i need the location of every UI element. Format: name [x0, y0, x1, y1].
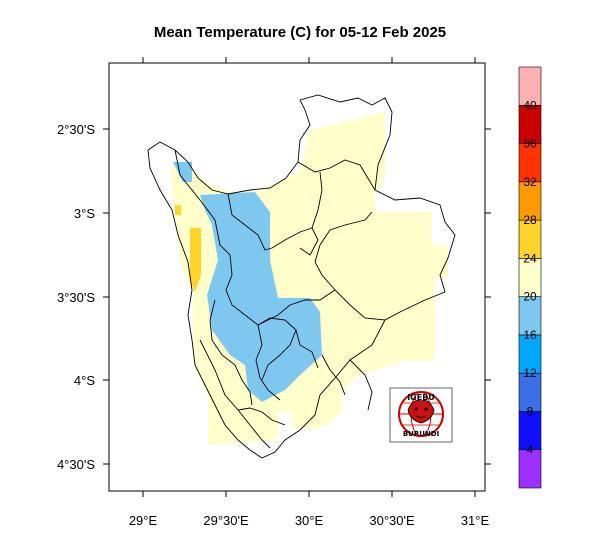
colorbar-label: 24 [523, 251, 537, 265]
lon-tick-label: 30°E [295, 513, 324, 528]
country-outline [147, 94, 456, 459]
province-line-1 [174, 149, 231, 256]
lon-tick-label: 29°30'E [203, 513, 249, 528]
temp-zone-24-28 [190, 228, 201, 292]
province-line-15 [349, 359, 373, 411]
colorbar-swatch [518, 66, 542, 106]
logo-bottom-text: BURUNDI [403, 430, 439, 438]
colorbar: 4 8 12 16 20 24 28 32 36 40 [518, 66, 542, 489]
logo-top-text: IGEBU [407, 393, 435, 402]
province-line-6 [314, 211, 386, 321]
lat-tick-label: 4°30'S [57, 457, 95, 472]
temp-zone-16-20 [200, 192, 322, 402]
province-line-11 [261, 329, 297, 381]
lat-tick-label: 3°30'S [57, 290, 95, 305]
boundary-lines [147, 94, 456, 459]
lat-tick-label: 2°30'S [57, 122, 95, 137]
province-line-5 [271, 227, 313, 249]
colorbar-label: 8 [527, 404, 534, 418]
province-line-12 [321, 354, 346, 396]
lon-tick-label: 30°30'E [369, 513, 415, 528]
colorbar-label: 28 [523, 213, 537, 227]
lon-tick-label: 31°E [461, 513, 490, 528]
temp-zone-16-20-north [173, 162, 192, 182]
lat-tick-label: 4°S [74, 373, 95, 388]
temp-zone-24-28-small [175, 205, 181, 215]
colorbar-label: 32 [523, 175, 537, 189]
lat-tick-label: 3°S [74, 206, 95, 221]
province-line-7 [257, 289, 336, 326]
colorbar-label: 12 [523, 366, 537, 380]
province-line-3 [297, 159, 376, 191]
map-title: Mean Temperature (C) for 05-12 Feb 2025 [153, 24, 447, 41]
igebu-logo: IGEBU BURUNDI [389, 387, 453, 443]
province-line-2 [227, 193, 273, 251]
colorbar-label: 4 [527, 443, 534, 457]
lon-tick-label: 29°E [129, 513, 158, 528]
temperature-field [170, 112, 448, 445]
colorbar-label: 40 [523, 98, 537, 112]
axis-ticks [103, 57, 491, 497]
colorbar-label: 36 [523, 137, 537, 151]
province-line-14 [237, 407, 286, 426]
colorbar-label: 16 [523, 328, 537, 342]
province-line-9 [209, 299, 253, 406]
colorbar-label: 20 [523, 290, 537, 304]
